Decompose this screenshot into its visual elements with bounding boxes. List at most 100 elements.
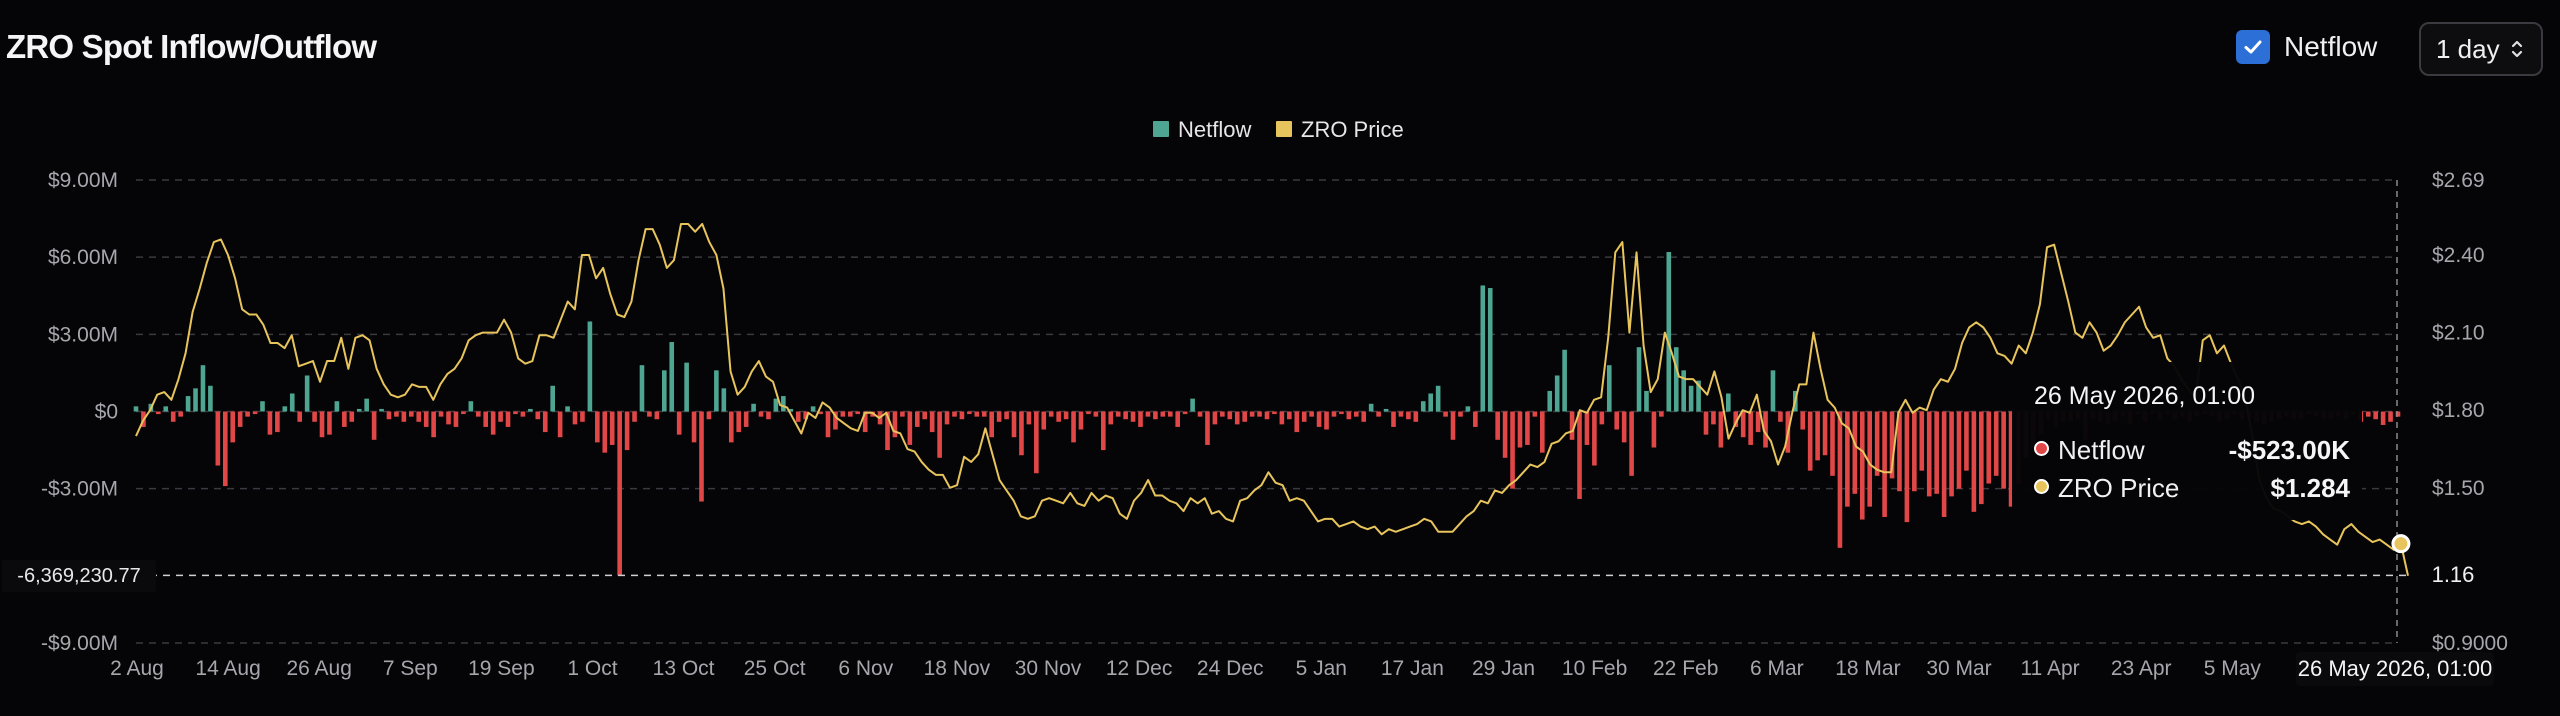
netflow-bar <box>1696 380 1701 412</box>
netflow-bar <box>1711 411 1716 425</box>
netflow-bar <box>1525 411 1530 445</box>
netflow-bar <box>1428 393 1433 412</box>
netflow-bar <box>1859 411 1865 520</box>
netflow-bar <box>1562 349 1567 412</box>
netflow-bar <box>163 406 169 412</box>
netflow-bar <box>2380 411 2386 425</box>
chart-legend[interactable]: Netflow ZRO Price <box>1153 117 1404 142</box>
netflow-bar <box>513 411 518 415</box>
netflow-bar <box>1220 411 1225 417</box>
netflow-bar <box>781 396 786 412</box>
netflow-bar <box>1718 411 1724 448</box>
netflow-bar <box>1971 411 1977 512</box>
x-tick-label: 26 Aug <box>286 657 351 680</box>
netflow-bar <box>1011 411 1017 438</box>
x-tick-label: 23 Apr <box>2111 657 2172 680</box>
netflow-bar <box>1242 411 1247 422</box>
netflow-bar <box>394 411 399 417</box>
netflow-bar <box>1339 411 1344 415</box>
y-right-tick-label: $2.10 <box>2432 322 2485 345</box>
x-tick-label: 18 Nov <box>924 657 991 680</box>
tooltip-value: $1.284 <box>2270 473 2350 503</box>
netflow-bar <box>267 411 273 435</box>
chart-tooltip: 26 May 2026, 01:00 Netflow -$523.00K ZRO… <box>2012 362 2362 520</box>
netflow-bar <box>1763 411 1768 448</box>
netflow-bar <box>1294 411 1300 433</box>
netflow-bar <box>967 411 972 415</box>
x-tick-label: 11 Apr <box>2021 657 2080 680</box>
netflow-bar <box>342 411 347 427</box>
netflow-checkbox[interactable] <box>2236 30 2270 64</box>
netflow-bar <box>1279 411 1285 425</box>
y-right-tick-label: $2.40 <box>2432 244 2485 267</box>
netflow-bar <box>952 411 957 417</box>
x-tick-label: 29 Jan <box>1472 657 1535 680</box>
netflow-bar <box>914 411 920 427</box>
netflow-bar <box>996 411 1002 422</box>
netflow-bar <box>989 411 994 438</box>
netflow-bar <box>1227 411 1233 420</box>
netflow-bar <box>572 411 578 425</box>
netflow-bar <box>379 408 384 412</box>
netflow-bar <box>1659 411 1664 417</box>
netflow-bar <box>1941 411 1947 517</box>
netflow-bar <box>1138 411 1143 427</box>
netflow-bar <box>1420 401 1426 412</box>
netflow-bar <box>1867 411 1873 507</box>
x-tick-label: 17 Jan <box>1381 657 1444 680</box>
tooltip-row-price: ZRO Price $1.284 <box>2034 470 2350 504</box>
netflow-bar <box>1837 411 1843 548</box>
netflow-bar <box>728 411 734 443</box>
netflow-bar <box>1071 411 1076 443</box>
tooltip-row-netflow: Netflow -$523.00K <box>2034 432 2350 466</box>
netflow-bar <box>1592 411 1597 466</box>
netflow-bar <box>193 388 198 412</box>
x-tick-label: 19 Sep <box>468 657 535 680</box>
netflow-bar <box>1606 365 1612 412</box>
price-line <box>135 222 2409 576</box>
netflow-bar <box>647 411 652 417</box>
netflow-bar <box>1167 411 1173 417</box>
netflow-bar <box>1986 411 1992 484</box>
netflow-bar <box>1205 411 1210 445</box>
x-tick-label: 18 Mar <box>1835 657 1900 680</box>
netflow-bar <box>1755 411 1761 433</box>
netflow-bar <box>2365 411 2371 417</box>
netflow-bar <box>981 411 987 417</box>
netflow-bar <box>215 411 221 466</box>
netflow-bar <box>1190 398 1195 412</box>
period-select[interactable]: 1 day <box>2419 22 2543 76</box>
netflow-bar <box>2395 411 2401 417</box>
netflow-bar <box>892 411 898 438</box>
netflow-bar <box>1830 411 1835 476</box>
netflow-bar <box>297 411 302 422</box>
netflow-bar <box>1502 411 1508 458</box>
netflow-bar <box>1108 411 1114 425</box>
netflow-bar <box>498 411 503 422</box>
x-tick-label: 24 Dec <box>1197 657 1264 680</box>
netflow-bar <box>743 411 749 427</box>
netflow-bar <box>1212 411 1218 425</box>
netflow-bar <box>275 411 280 433</box>
netflow-bar <box>1934 411 1939 494</box>
netflow-bar <box>446 411 451 425</box>
netflow-bar <box>1406 411 1411 420</box>
netflow-bar <box>1904 411 1910 523</box>
netflow-bar <box>364 398 369 412</box>
netflow-bar <box>766 411 771 420</box>
netflow-bar <box>810 406 816 412</box>
netflow-bar <box>401 411 407 422</box>
netflow-bar <box>1770 370 1776 412</box>
netflow-bar <box>580 411 585 422</box>
netflow-bar <box>848 411 853 417</box>
netflow-toggle[interactable]: Netflow <box>2236 30 2377 64</box>
netflow-bar <box>1897 411 1902 492</box>
netflow-bar <box>1681 370 1686 412</box>
netflow-bar <box>1495 411 1500 440</box>
tooltip-value: -$523.00K <box>2228 435 2350 465</box>
netflow-bar <box>371 411 377 440</box>
netflow-bar <box>1726 393 1731 412</box>
netflow-bar <box>304 375 310 412</box>
y-left-tick-label: $6.00M <box>48 246 118 269</box>
